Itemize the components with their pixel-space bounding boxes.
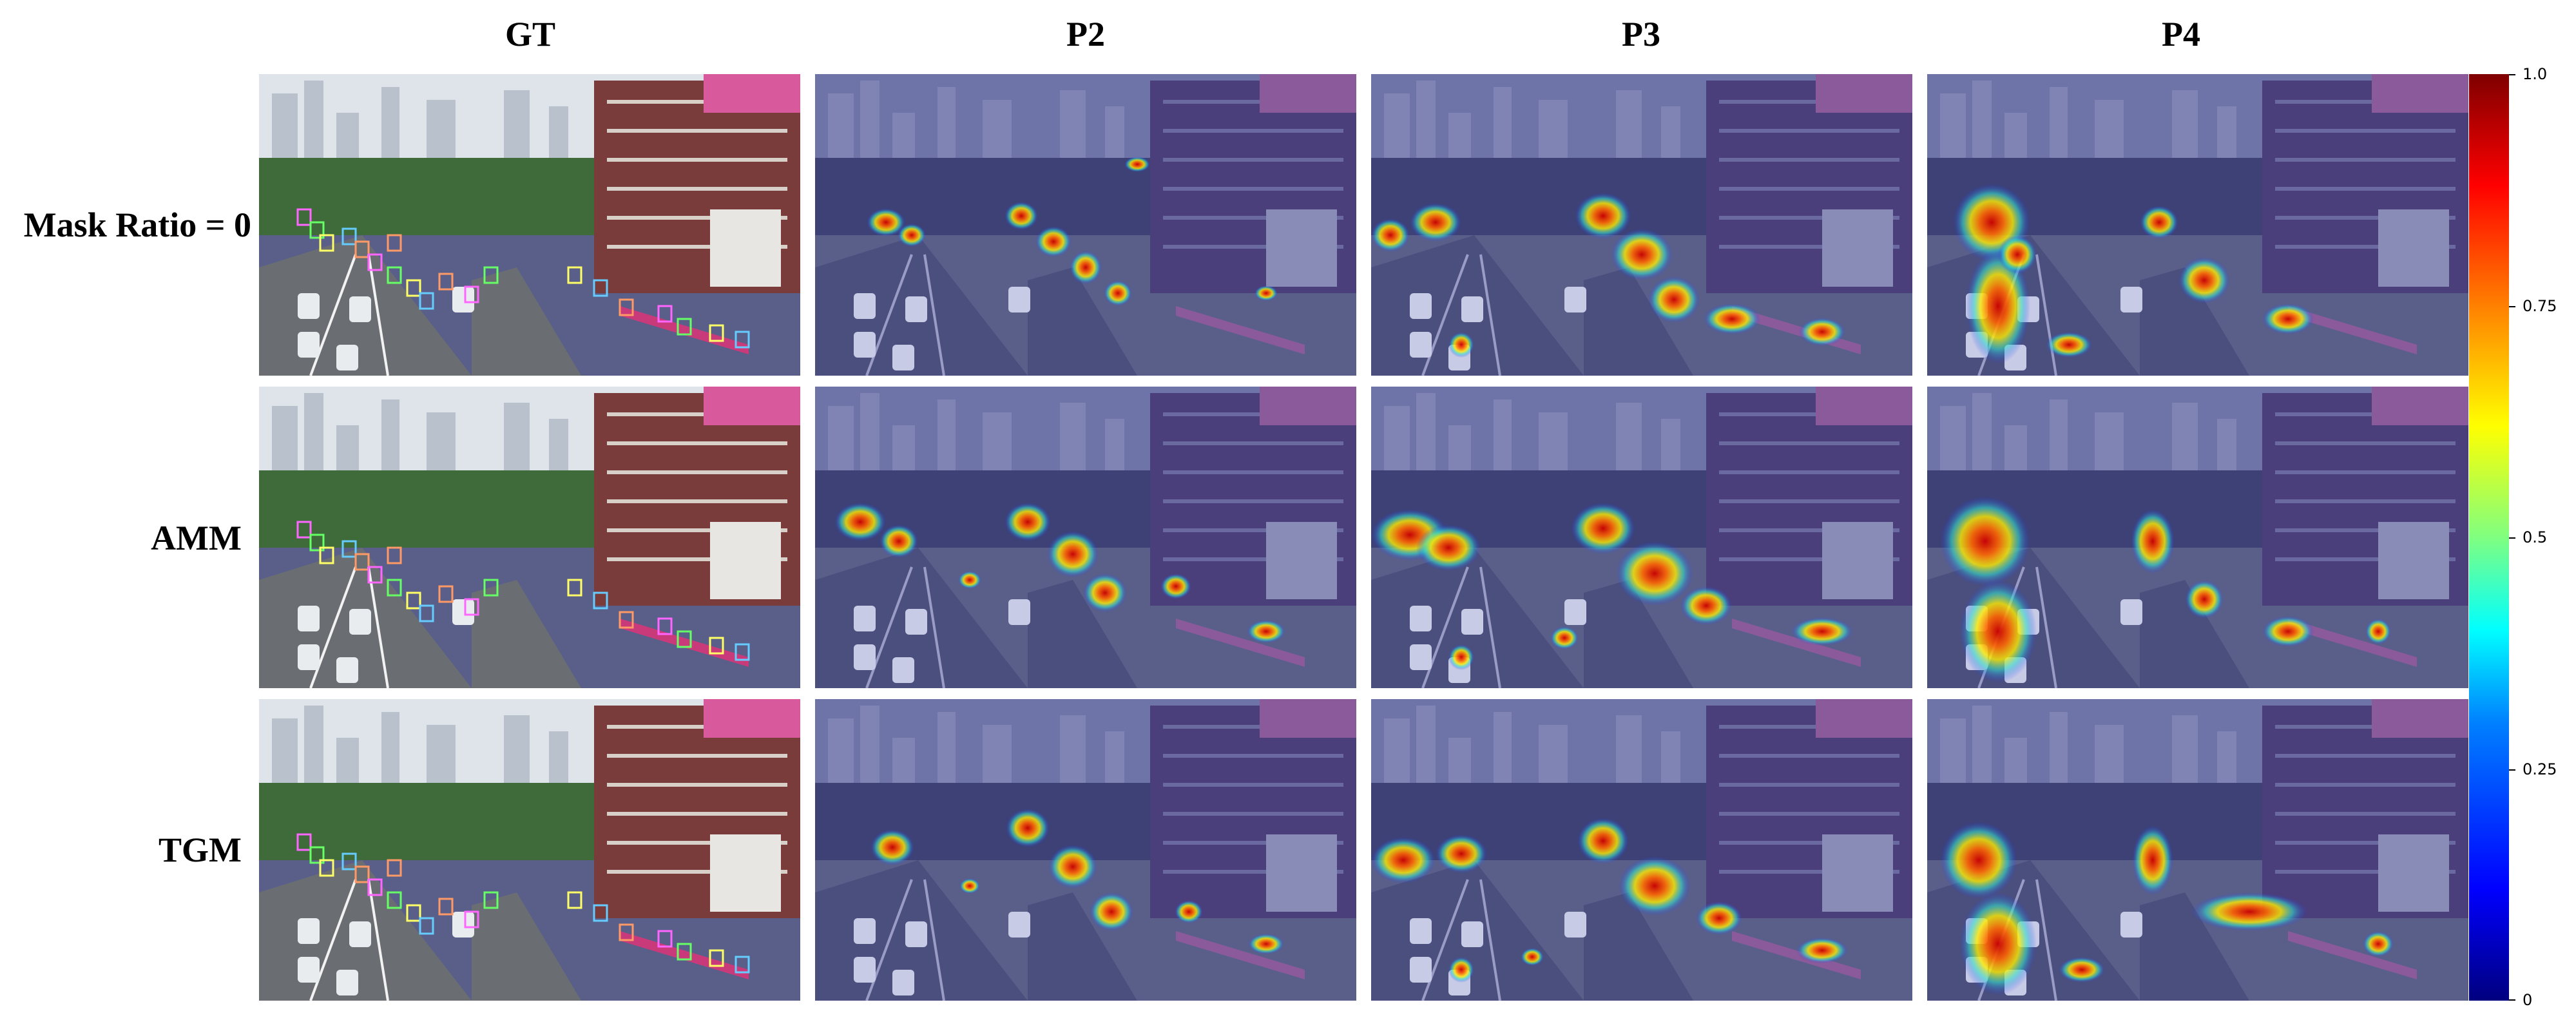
column-title-gt: GT [505, 15, 556, 53]
colorbar-tickmark [2509, 999, 2515, 1001]
attention-heatmap-image [815, 699, 1356, 1001]
panel-mask-ratio-gt [259, 74, 800, 376]
attention-heatmap-image [815, 387, 1356, 688]
panel-tgm-p2 [815, 699, 1356, 1001]
colorbar-tick-025: 0.25 [2523, 760, 2557, 778]
panel-amm-p4 [1927, 387, 2468, 688]
panel-amm-p3 [1371, 387, 1912, 688]
attention-heatmap-image [815, 74, 1356, 376]
colorbar [2469, 74, 2509, 1001]
street-scene-image [259, 74, 800, 376]
panel-mask-ratio-p4 [1927, 74, 2468, 376]
panel-amm-p2 [815, 387, 1356, 688]
panel-mask-ratio-p3 [1371, 74, 1912, 376]
colorbar-tick-0: 0 [2523, 991, 2533, 1009]
column-title-p4: P4 [2162, 15, 2200, 53]
street-scene-image [259, 699, 800, 1001]
panel-amm-gt [259, 387, 800, 688]
attention-heatmap-image [1371, 387, 1912, 688]
attention-heatmap-image [1927, 74, 2468, 376]
attention-heatmap-image [1927, 387, 2468, 688]
colorbar-tick-075: 0.75 [2523, 297, 2557, 315]
colorbar-tick-05: 0.5 [2523, 528, 2548, 546]
colorbar-tickmark [2509, 306, 2515, 307]
attention-heatmap-image [1371, 699, 1912, 1001]
colorbar-tick-1: 1.0 [2523, 65, 2548, 83]
panel-tgm-p3 [1371, 699, 1912, 1001]
attention-heatmap-image [1927, 699, 2468, 1001]
row-label-mask-ratio: Mask Ratio = 0 [23, 206, 251, 244]
row-label-tgm: TGM [159, 831, 242, 869]
colorbar-tickmark [2509, 74, 2515, 75]
panel-tgm-gt [259, 699, 800, 1001]
column-title-p3: P3 [1622, 15, 1660, 53]
column-title-p2: P2 [1066, 15, 1105, 53]
street-scene-image [259, 387, 800, 688]
attention-heatmap-image [1371, 74, 1912, 376]
colorbar-tickmark [2509, 537, 2515, 539]
row-label-amm: AMM [151, 519, 242, 557]
panel-tgm-p4 [1927, 699, 2468, 1001]
colorbar-tickmark [2509, 769, 2515, 771]
panel-mask-ratio-p2 [815, 74, 1356, 376]
